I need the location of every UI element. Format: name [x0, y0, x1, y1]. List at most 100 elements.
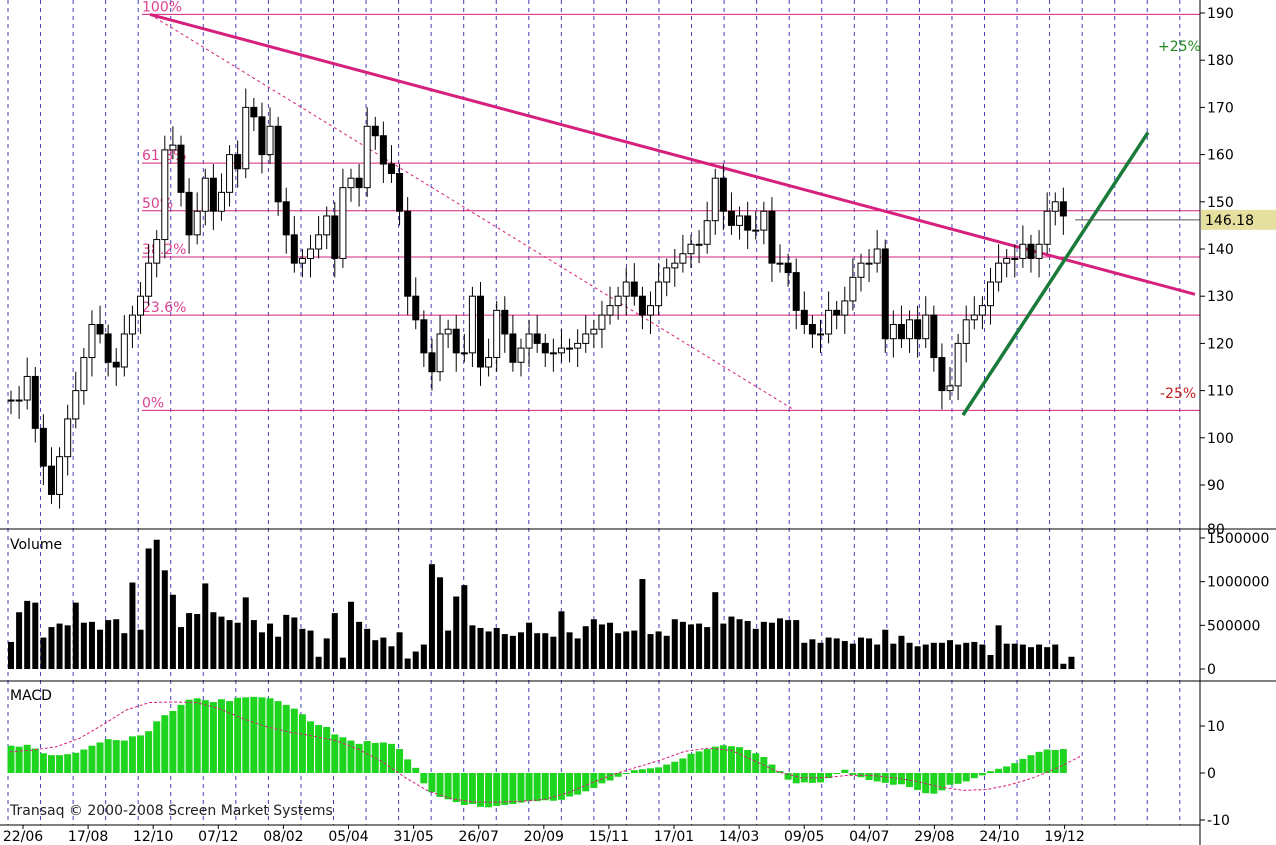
candle-body	[1059, 201, 1067, 217]
macd-bar	[622, 773, 630, 774]
volume-bar	[687, 624, 694, 669]
candle-body	[31, 375, 39, 429]
candle-body	[744, 215, 752, 231]
volume-bar	[40, 637, 47, 669]
volume-panel[interactable]	[8, 539, 1075, 669]
macd-bar	[889, 773, 897, 785]
price-panel[interactable]: 100%61.8%50%38.2%23.6%0%	[7, 0, 1200, 509]
candle-body	[897, 324, 905, 340]
volume-bar	[534, 633, 541, 669]
volume-bar	[501, 634, 508, 669]
price-tick-label: 180	[1207, 53, 1234, 69]
candle-body	[355, 177, 363, 189]
volume-bar	[412, 651, 419, 669]
candle-body	[7, 399, 15, 402]
macd-bar	[630, 770, 638, 773]
macd-bar	[137, 735, 145, 773]
macd-bar	[258, 697, 266, 773]
volume-bar	[712, 592, 719, 669]
volume-bar	[704, 627, 711, 669]
candle-body	[736, 215, 744, 226]
volume-bar	[437, 577, 444, 669]
macd-bar	[574, 773, 582, 795]
pct-down-label: -25%	[1160, 386, 1196, 402]
volume-bar	[283, 614, 290, 669]
candle-body	[946, 385, 954, 392]
volume-bar	[323, 638, 330, 669]
volume-bar	[72, 602, 79, 669]
volume-bar	[574, 638, 581, 669]
candle-body	[331, 215, 339, 259]
candle-body	[663, 267, 671, 283]
candle-body	[792, 272, 800, 311]
volume-bar	[1027, 647, 1034, 669]
volume-bar	[347, 601, 354, 669]
candle-body	[412, 295, 420, 321]
volume-bar	[1060, 663, 1067, 669]
volume-bar	[202, 583, 209, 669]
fib-diagonal	[149, 13, 796, 411]
macd-bar	[533, 773, 541, 802]
macd-bar	[549, 773, 557, 801]
volume-bar	[331, 613, 338, 669]
volume-bar	[639, 579, 646, 669]
candle-body	[938, 357, 946, 392]
candle-body	[290, 234, 298, 264]
macd-bar	[161, 715, 169, 773]
uptrend-line	[961, 131, 1150, 417]
x-tick-label: 26/07	[459, 829, 499, 845]
volume-bar	[461, 585, 468, 669]
volume-bar	[696, 623, 703, 669]
macd-bar	[582, 773, 590, 792]
macd-bar	[88, 745, 96, 773]
candle-body	[420, 319, 428, 354]
volume-tick-label: 0	[1207, 662, 1216, 678]
candle-body	[201, 177, 209, 212]
volume-bar	[550, 636, 557, 669]
candle-body	[185, 191, 193, 236]
candle-body	[242, 106, 250, 170]
macd-bar	[784, 773, 792, 780]
volume-tick-label: 500000	[1207, 618, 1260, 634]
macd-bar	[873, 773, 881, 782]
volume-bar	[623, 631, 630, 669]
macd-bar	[606, 773, 614, 781]
candle-body	[493, 309, 501, 359]
macd-bar	[946, 773, 954, 785]
volume-bar	[445, 630, 452, 669]
macd-tick-label: 10	[1207, 719, 1225, 735]
candle-body	[169, 144, 177, 151]
candle-body	[234, 154, 242, 170]
volume-panel-title: Volume	[10, 537, 62, 553]
macd-panel[interactable]	[7, 696, 1081, 808]
macd-bar	[468, 773, 476, 805]
macd-bar	[452, 773, 460, 803]
copyright-watermark: Transaq © 2000-2008 Screen Market System…	[9, 803, 333, 819]
volume-bar	[380, 637, 387, 669]
candle-body	[250, 106, 258, 118]
candle-body	[800, 309, 808, 326]
candle-body	[339, 187, 347, 259]
candle-body	[39, 427, 47, 467]
vertical-gridlines	[7, 0, 1181, 825]
volume-bar	[922, 644, 929, 669]
candle-body	[622, 281, 630, 297]
macd-bar	[477, 773, 485, 807]
volume-bar	[866, 638, 873, 669]
macd-bar	[185, 699, 193, 773]
volume-bar	[388, 646, 395, 669]
candle-body	[153, 239, 161, 264]
price-tick-label: 150	[1207, 195, 1234, 211]
volume-bar	[663, 635, 670, 669]
candle-body	[566, 347, 574, 350]
volume-bar	[720, 623, 727, 669]
macd-bar	[274, 701, 282, 773]
macd-bar	[914, 773, 922, 790]
candle-body	[865, 262, 873, 265]
volume-bar	[1011, 643, 1018, 669]
candle-body	[1051, 201, 1059, 212]
volume-bar	[88, 621, 95, 669]
candle-body	[889, 324, 897, 340]
volume-bar	[24, 600, 31, 669]
macd-bar	[671, 761, 679, 773]
